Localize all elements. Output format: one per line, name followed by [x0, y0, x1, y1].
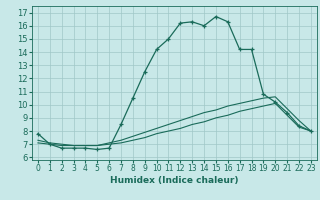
X-axis label: Humidex (Indice chaleur): Humidex (Indice chaleur): [110, 176, 239, 185]
